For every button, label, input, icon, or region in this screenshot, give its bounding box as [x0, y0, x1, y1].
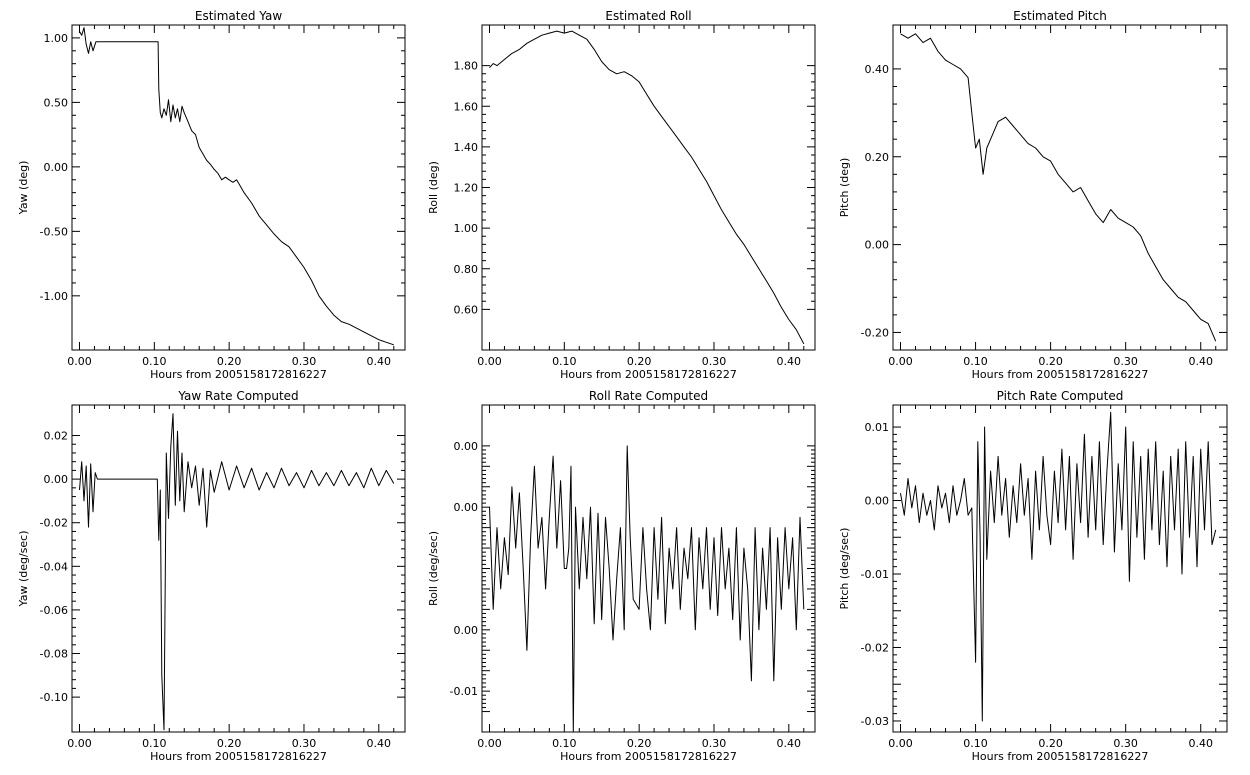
x-tick-label: 0.40: [777, 355, 802, 368]
x-axis-label: Hours from 2005158172816227: [972, 368, 1149, 381]
y-tick-label: 1.20: [454, 182, 479, 195]
x-tick-label: 0.00: [477, 355, 502, 368]
x-tick-label: 0.00: [888, 737, 913, 750]
y-tick-label: 0.00: [454, 501, 479, 514]
x-tick-label: 0.20: [217, 355, 242, 368]
x-tick-label: 0.20: [1038, 355, 1063, 368]
panel-0: Estimated Yaw Hours from 2005158172816227…: [17, 9, 406, 381]
x-tick-label: 0.30: [292, 355, 317, 368]
x-tick-label: 0.30: [702, 355, 727, 368]
y-tick-label: 1.40: [454, 141, 479, 154]
y-tick-label: -0.02: [861, 641, 889, 654]
x-tick-label: 0.40: [367, 355, 392, 368]
y-tick-label: -0.50: [40, 225, 68, 238]
y-tick-label: 0.00: [865, 239, 890, 252]
y-tick-label: -0.06: [40, 604, 68, 617]
data-series-line: [79, 413, 395, 731]
data-series-line: [489, 445, 805, 733]
x-tick-label: 0.40: [367, 737, 392, 750]
y-tick-label: -0.01: [450, 685, 478, 698]
x-axis-label: Hours from 2005158172816227: [150, 368, 327, 381]
panel-4: Roll Rate Computed Hours from 20051581728…: [427, 389, 816, 763]
x-tick-label: 0.20: [217, 737, 242, 750]
x-tick-label: 0.20: [627, 355, 652, 368]
chart-title: Roll Rate Computed: [589, 389, 708, 403]
y-tick-label: 0.00: [454, 440, 479, 453]
y-tick-label: 1.60: [454, 100, 479, 113]
data-series-line: [900, 33, 1217, 342]
y-tick-label: 0.00: [454, 624, 479, 637]
y-tick-label: 0.50: [44, 96, 69, 109]
x-tick-label: 0.10: [142, 737, 167, 750]
y-tick-label: -0.08: [40, 648, 68, 661]
y-tick-label: 0.00: [44, 473, 69, 486]
x-tick-label: 0.10: [963, 737, 988, 750]
plot-frame: [892, 24, 1228, 351]
panel-2: Estimated Pitch Hours from 20051581728162…: [838, 9, 1228, 381]
y-tick-label: 0.00: [44, 161, 69, 174]
plot-frame: [481, 404, 816, 733]
x-tick-label: 0.00: [67, 737, 92, 750]
panel-5: Pitch Rate Computed Hours from 2005158172…: [838, 389, 1228, 763]
chart-title: Pitch Rate Computed: [997, 389, 1124, 403]
y-axis-label: Pitch (deg/sec): [838, 528, 851, 610]
x-axis-label: Hours from 2005158172816227: [150, 750, 327, 763]
y-tick-label: 0.60: [454, 303, 479, 316]
plot-frame: [71, 24, 406, 351]
chart-title: Estimated Pitch: [1013, 9, 1107, 23]
y-tick-label: -0.01: [861, 568, 889, 581]
x-tick-label: 0.10: [142, 355, 167, 368]
x-tick-label: 0.00: [888, 355, 913, 368]
x-tick-label: 0.00: [67, 355, 92, 368]
y-tick-label: -0.02: [40, 517, 68, 530]
y-tick-label: 0.20: [865, 151, 890, 164]
x-axis-label: Hours from 2005158172816227: [560, 750, 737, 763]
y-axis-label: Roll (deg): [427, 161, 440, 214]
x-tick-label: 0.40: [1188, 355, 1213, 368]
data-series-line: [489, 30, 805, 345]
y-tick-label: -0.04: [40, 560, 68, 573]
x-tick-label: 0.20: [1038, 737, 1063, 750]
x-tick-label: 0.00: [477, 737, 502, 750]
data-series-line: [79, 27, 394, 346]
plot-frame: [481, 24, 816, 351]
x-tick-label: 0.10: [552, 355, 577, 368]
panel-1: Estimated Roll Hours from 200515817281622…: [427, 9, 816, 381]
data-series-line: [900, 411, 1217, 722]
x-tick-label: 0.40: [1188, 737, 1213, 750]
x-tick-label: 0.10: [552, 737, 577, 750]
y-tick-label: -0.20: [861, 326, 889, 339]
plot-frame: [71, 404, 406, 733]
y-axis-label: Yaw (deg): [17, 161, 30, 216]
y-tick-label: -1.00: [40, 290, 68, 303]
y-tick-label: 0.00: [865, 495, 890, 508]
y-tick-label: -0.10: [40, 691, 68, 704]
x-tick-label: 0.30: [292, 737, 317, 750]
panel-3: Yaw Rate Computed Hours from 200515817281…: [17, 389, 406, 763]
y-tick-label: 1.00: [44, 32, 69, 45]
chart-title: Yaw Rate Computed: [177, 389, 298, 403]
x-tick-label: 0.40: [777, 737, 802, 750]
y-tick-label: 1.80: [454, 60, 479, 73]
plot-frame: [892, 404, 1228, 733]
x-axis-label: Hours from 2005158172816227: [972, 750, 1149, 763]
y-tick-label: -0.03: [861, 715, 889, 728]
x-tick-label: 0.30: [1113, 355, 1138, 368]
y-axis-label: Yaw (deg/sec): [17, 530, 30, 607]
y-tick-label: 0.01: [865, 421, 890, 434]
y-axis-label: Pitch (deg): [838, 158, 851, 218]
y-tick-label: 0.02: [44, 430, 69, 443]
x-axis-label: Hours from 2005158172816227: [560, 368, 737, 381]
y-tick-label: 0.40: [865, 63, 890, 76]
chart-title: Estimated Roll: [605, 9, 691, 23]
x-tick-label: 0.30: [1113, 737, 1138, 750]
y-tick-label: 1.00: [454, 222, 479, 235]
y-tick-label: 0.80: [454, 263, 479, 276]
chart-title: Estimated Yaw: [195, 9, 282, 23]
y-axis-label: Roll (deg/sec): [427, 531, 440, 606]
x-tick-label: 0.20: [627, 737, 652, 750]
x-tick-label: 0.10: [963, 355, 988, 368]
x-tick-label: 0.30: [702, 737, 727, 750]
